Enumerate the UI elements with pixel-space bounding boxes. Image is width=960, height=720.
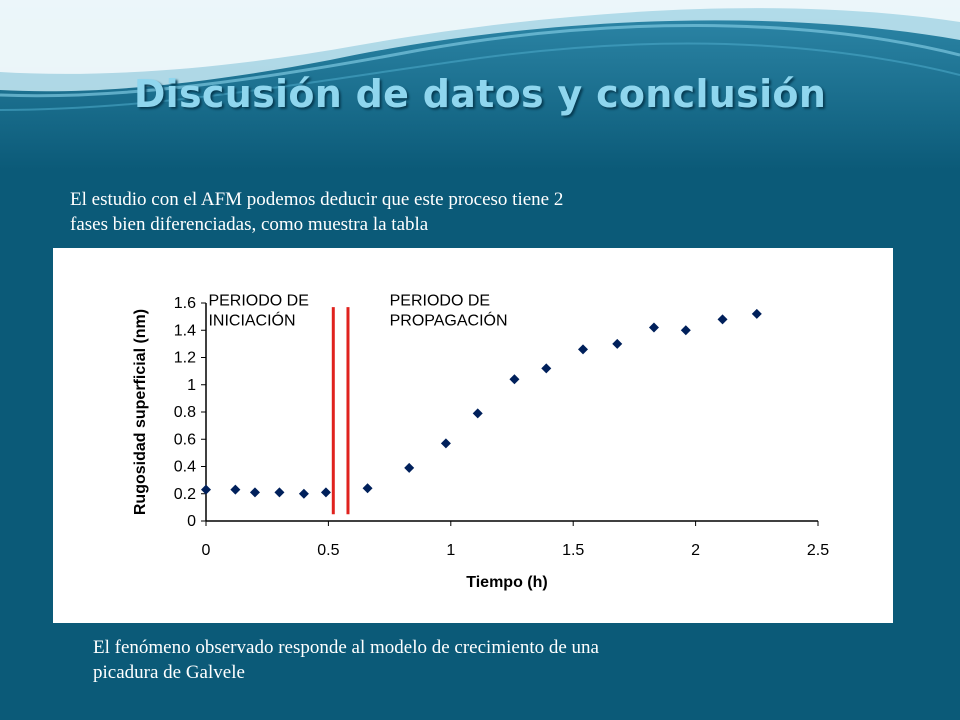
data-point <box>472 408 483 419</box>
chart-container: 0 0.2 0.4 0.6 0.8 1 1.2 1.4 1.6 0 0.5 1 1.5 2 2.5 Tiemp… <box>53 248 893 623</box>
y-tick-label: 1.4 <box>174 322 196 339</box>
data-point <box>680 325 691 336</box>
data-point <box>440 438 451 449</box>
phase-annotation: INICIACIÓN <box>208 311 295 330</box>
x-tick-label: 0 <box>202 542 211 559</box>
x-tick-label: 1 <box>446 542 455 559</box>
phase-annotation: PROPAGACIÓN <box>390 311 508 330</box>
data-point <box>717 314 728 325</box>
conclusion-text-line-1: El fenómeno observado responde al modelo… <box>93 637 599 658</box>
data-point <box>201 484 211 495</box>
header-wave-decoration <box>0 0 960 170</box>
data-point <box>230 484 241 495</box>
x-tick-label: 2.5 <box>807 542 829 559</box>
x-tick-label: 0.5 <box>317 542 339 559</box>
y-tick-label: 0.8 <box>174 404 196 421</box>
x-axis-label: Tiempo (h) <box>466 574 547 591</box>
y-tick-label: 0.4 <box>174 459 196 476</box>
intro-text-line-1: El estudio con el AFM podemos deducir qu… <box>70 189 564 210</box>
data-point <box>298 488 309 499</box>
data-point <box>751 308 762 319</box>
y-tick-label: 0.2 <box>174 486 196 503</box>
x-tick-label: 1.5 <box>562 542 584 559</box>
y-tick-label: 1 <box>187 377 196 394</box>
data-point <box>404 462 415 473</box>
conclusion-text-line-2: picadura de Galvele <box>93 662 245 683</box>
intro-text: El estudio con el AFM podemos deducir qu… <box>70 187 770 237</box>
y-tick-label: 0.6 <box>174 431 196 448</box>
data-point <box>648 322 659 333</box>
data-point <box>274 487 285 498</box>
x-tick-label: 2 <box>691 542 700 559</box>
data-point <box>509 374 520 385</box>
y-tick-label: 0 <box>187 513 196 530</box>
data-point <box>541 363 552 374</box>
data-point <box>320 487 331 498</box>
page-title: Discusión de datos y conclusión <box>133 72 827 116</box>
roughness-chart: 0 0.2 0.4 0.6 0.8 1 1.2 1.4 1.6 0 0.5 1 1.5 2 2.5 Tiemp… <box>132 293 829 591</box>
data-point <box>249 487 260 498</box>
data-point <box>577 344 588 355</box>
data-point <box>612 338 623 349</box>
intro-text-line-2: fases bien diferenciadas, como muestra l… <box>70 214 429 235</box>
phase-annotation: PERIODO DE <box>390 293 490 310</box>
y-axis-label: Rugosidad superficial (nm) <box>132 309 149 515</box>
data-point <box>362 483 373 494</box>
y-tick-label: 1.6 <box>174 295 196 312</box>
y-tick-label: 1.2 <box>174 350 196 367</box>
conclusion-text: El fenómeno observado responde al modelo… <box>93 635 813 685</box>
phase-annotation: PERIODO DE <box>208 293 308 310</box>
